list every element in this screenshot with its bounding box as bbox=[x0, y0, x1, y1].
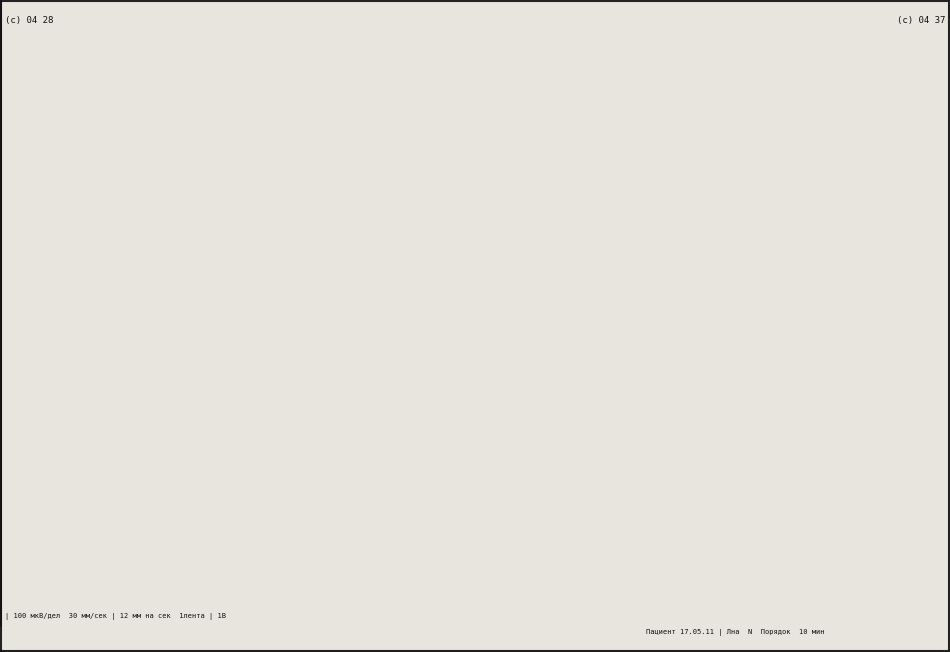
Text: (c) 04 37: (c) 04 37 bbox=[897, 16, 945, 25]
Text: Пациент 17.05.11 | Лна  N  Порядок  10 мин: Пациент 17.05.11 | Лна N Порядок 10 мин bbox=[646, 629, 825, 636]
Text: (c) 04 28: (c) 04 28 bbox=[5, 16, 53, 25]
Text: | 100 мкВ/дел  30 мм/сек | 12 мм на сек  1лента | 1В: | 100 мкВ/дел 30 мм/сек | 12 мм на сек 1… bbox=[5, 613, 226, 619]
